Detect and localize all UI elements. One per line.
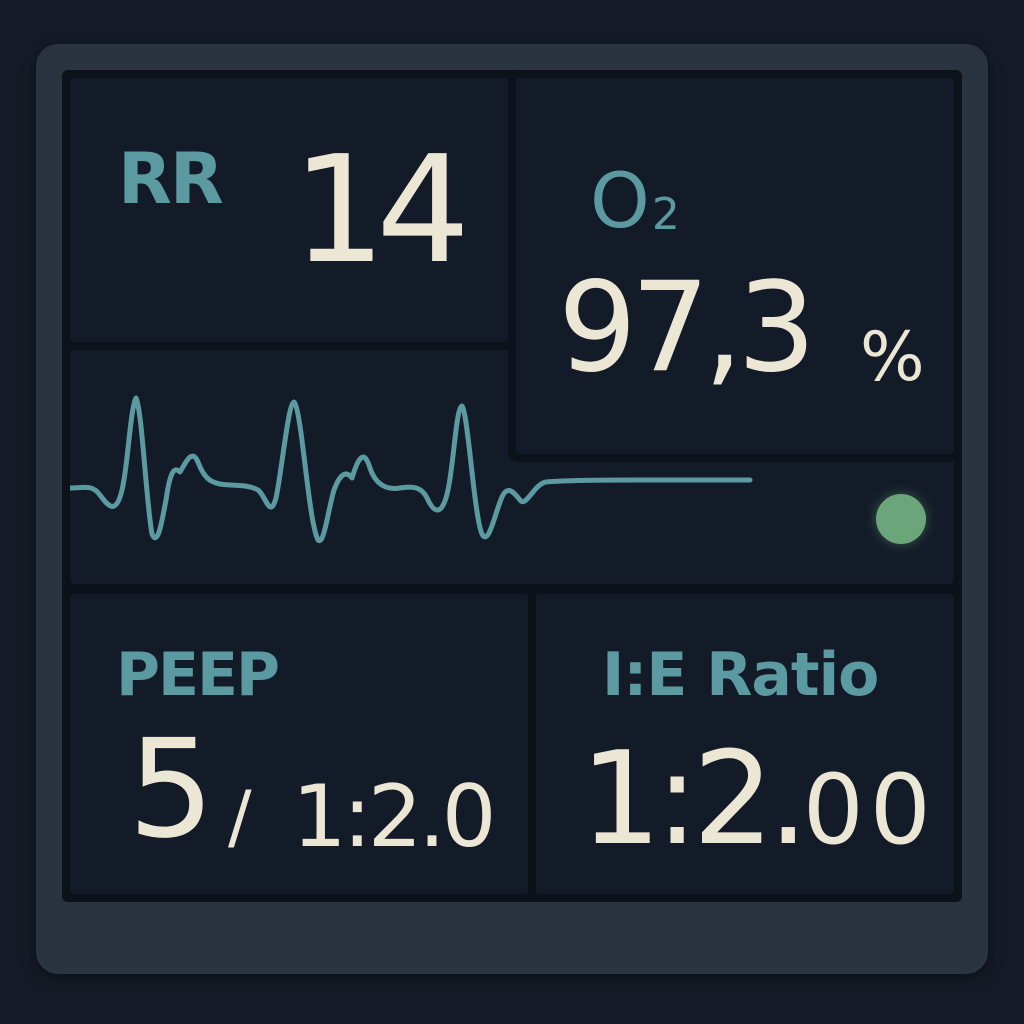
- rr-panel: RR 14: [70, 78, 508, 342]
- ie-ratio-panel: I:E Ratio 1:2.00: [536, 594, 954, 894]
- ie-ratio-value-main: 1:2.: [580, 725, 809, 874]
- rr-value: 14: [292, 124, 470, 296]
- peep-panel: PEEP 5 / 1:2.0: [70, 594, 528, 894]
- rr-label: RR: [118, 138, 224, 220]
- ie-ratio-value-decimals: 00: [802, 754, 937, 866]
- ie-ratio-value: 1:2.00: [580, 736, 937, 864]
- o2-label-subscript: 2: [651, 189, 680, 240]
- peep-secondary-value: 1:2.0: [292, 767, 496, 867]
- o2-value: 97,3: [558, 256, 816, 400]
- o2-panel: O2 97,3 %: [516, 78, 954, 454]
- waveform-line: [70, 395, 753, 544]
- monitor-screen: RR 14 O2 97,3 % PEEP 5 / 1:2.0 I:E Ratio…: [62, 70, 962, 902]
- o2-label-main: O: [590, 156, 650, 245]
- o2-unit: %: [860, 318, 925, 397]
- peep-value: 5: [128, 711, 215, 869]
- status-indicator-dot: [876, 494, 926, 544]
- o2-label: O2: [590, 156, 680, 245]
- waveform-trace: [70, 395, 753, 544]
- ie-ratio-label: I:E Ratio: [602, 640, 879, 710]
- peep-separator: /: [228, 776, 252, 858]
- peep-label: PEEP: [116, 640, 280, 710]
